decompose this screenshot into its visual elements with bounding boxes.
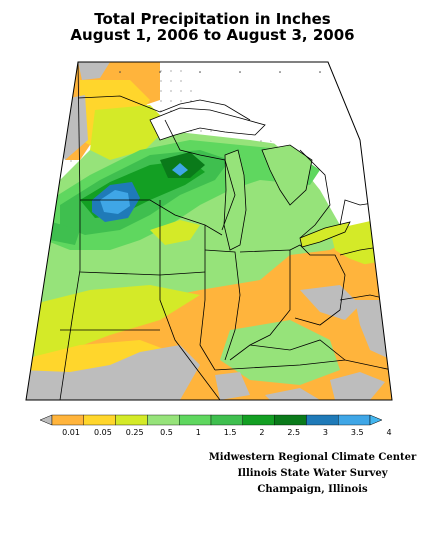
credit-line1: Midwestern Regional Climate Center (208, 452, 417, 463)
legend-swatch (115, 414, 148, 426)
no-data-east-small (330, 372, 385, 400)
no-data-north-top (78, 62, 110, 80)
legend-label: 2 (259, 428, 264, 437)
legend-label: 0.5 (160, 428, 173, 437)
precipitation-field (26, 62, 392, 400)
legend-swatch (178, 414, 212, 426)
map-title-line1: Total Precipitation in Inches (94, 10, 331, 28)
legend-swatches (39, 414, 383, 426)
map-title-line2: August 1, 2006 to August 3, 2006 (70, 26, 355, 44)
legend-label: 4 (387, 428, 392, 437)
no-data-east (300, 285, 360, 320)
legend-labels: 0.01 0.05 0.25 0.5 1 1.5 2 2.5 3 3.5 4 (62, 428, 391, 437)
canada-border (77, 95, 251, 121)
legend-swatch (210, 414, 243, 426)
legend-swatch-below-min (39, 414, 53, 426)
lake-superior (149, 107, 266, 141)
precip-area-green-west (45, 220, 80, 245)
precip-area-darker-green (160, 152, 205, 178)
precip-band-yellowgreen-south (30, 285, 200, 360)
precip-area-green-kentucky (220, 320, 340, 385)
no-data-south-strip (265, 388, 320, 400)
map-outline (25, 61, 393, 401)
no-data-northeast (180, 62, 380, 230)
legend-swatch (147, 414, 180, 426)
no-data-south-central (215, 372, 250, 400)
precip-area-yellowgreen-north (90, 105, 170, 160)
legend-label: 3.5 (351, 428, 364, 437)
credit-line3: Champaign, Illinois (257, 484, 368, 495)
legend-label: 0.05 (94, 428, 112, 437)
legend-label: 2.5 (287, 428, 300, 437)
legend-label: 0.01 (62, 428, 80, 437)
lake-huron (261, 144, 313, 206)
legend-swatch (274, 414, 307, 426)
graticule-outline-dots (119, 71, 321, 73)
legend-label: 1 (196, 428, 201, 437)
legend-swatch (83, 414, 116, 426)
precip-band-yellowgreen-central (150, 220, 200, 245)
legend-swatch-above-max (369, 414, 383, 426)
precip-max-minnesota-core (100, 190, 130, 214)
state-borders (59, 62, 392, 400)
credit-line2: Illinois State Water Survey (237, 468, 388, 479)
legend-label: 3 (323, 428, 328, 437)
precip-max-wisconsin (172, 163, 188, 176)
legend-swatch (338, 414, 371, 426)
legend-swatch (242, 414, 275, 426)
legend-label: 0.25 (126, 428, 144, 437)
legend-swatch (306, 414, 339, 426)
legend-swatch (51, 414, 84, 426)
legend-label: 1.5 (224, 428, 237, 437)
no-data-southwest (26, 345, 200, 400)
